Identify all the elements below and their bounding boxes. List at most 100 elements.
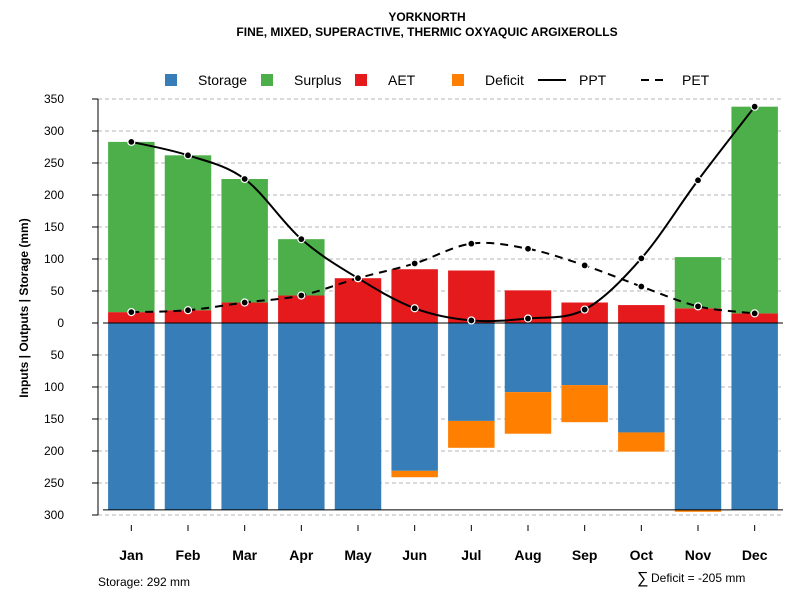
x-tick-label: Mar xyxy=(232,547,257,563)
legend-label-pet: PET xyxy=(682,72,710,88)
legend-label-ppt: PPT xyxy=(579,72,607,88)
surplus-bar xyxy=(221,179,268,303)
storage-bar xyxy=(278,323,325,510)
legend-label-aet: AET xyxy=(388,72,416,88)
x-tick-label: Oct xyxy=(630,547,654,563)
aet-bar xyxy=(221,302,268,323)
storage-bar xyxy=(108,323,155,510)
x-tick-label: Apr xyxy=(289,547,314,563)
storage-bar xyxy=(618,323,665,433)
legend-label-surplus: Surplus xyxy=(294,72,341,88)
y-tick-label: 100 xyxy=(44,252,64,266)
pet-point xyxy=(580,261,589,270)
y-tick-label: 200 xyxy=(44,444,64,458)
legend-swatch-storage xyxy=(165,74,177,86)
deficit-bar xyxy=(618,432,665,452)
y-tick-label: 250 xyxy=(44,156,64,170)
ppt-point xyxy=(240,174,249,184)
aet-bar xyxy=(108,312,155,323)
legend-label-storage: Storage xyxy=(198,72,247,88)
x-tick-label: Nov xyxy=(685,547,712,563)
y-tick-label: 50 xyxy=(51,284,65,298)
pet-point xyxy=(240,298,249,307)
pet-point xyxy=(297,291,306,300)
legend-swatch-aet xyxy=(355,74,367,86)
ppt-point xyxy=(297,235,306,244)
storage-bar xyxy=(448,323,495,421)
storage-bar xyxy=(504,323,552,393)
storage-bar xyxy=(164,323,212,510)
storage-footer: Storage: 292 mm xyxy=(98,575,190,589)
y-tick-label: 100 xyxy=(44,380,64,394)
pet-point xyxy=(127,308,136,317)
axes-layer: 350 300 250 200 150 100 50 0 50 100 150 200 250 300 Ja… xyxy=(44,92,768,563)
ppt-point xyxy=(580,305,589,314)
deficit-bar xyxy=(448,420,495,448)
y-tick-label: 150 xyxy=(44,220,64,234)
ppt-point xyxy=(353,274,363,283)
y-tick-label: 300 xyxy=(44,124,64,138)
lines-layer xyxy=(127,102,759,325)
chart-title: YORKNORTH xyxy=(388,10,465,24)
x-tick-label: Dec xyxy=(742,547,768,563)
bars-layer xyxy=(103,106,783,512)
chart-legend: Storage Surplus AET Deficit PPT PET xyxy=(165,72,710,88)
x-tick-label: Aug xyxy=(514,547,541,563)
x-tick-label: May xyxy=(344,547,371,563)
x-tick-label: Sep xyxy=(572,547,598,563)
storage-bar xyxy=(674,323,722,510)
x-tick-label: Feb xyxy=(176,547,201,563)
ppt-point xyxy=(750,102,759,111)
deficit-bar xyxy=(561,385,608,423)
y-axis-label: Inputs | Outputs | Storage (mm) xyxy=(17,218,31,397)
ppt-point xyxy=(183,151,193,160)
ppt-point xyxy=(410,304,419,313)
deficit-footer: Deficit = -205 mm xyxy=(651,571,745,585)
sigma-symbol: ∑ xyxy=(637,570,648,587)
pet-point xyxy=(410,259,419,268)
deficit-bar xyxy=(391,470,438,478)
surplus-bar xyxy=(278,239,325,296)
storage-bar xyxy=(731,323,778,510)
pet-point xyxy=(693,302,703,311)
aet-bar xyxy=(164,310,212,323)
aet-bar xyxy=(618,305,665,323)
pet-point xyxy=(467,239,476,248)
x-tick-label: Jul xyxy=(461,547,481,563)
surplus-bar xyxy=(731,106,778,314)
surplus-bar xyxy=(164,155,212,311)
y-tick-label: 250 xyxy=(44,476,64,490)
aet-bar xyxy=(448,270,495,323)
y-tick-label: 350 xyxy=(44,92,64,106)
deficit-bar xyxy=(504,392,552,434)
ppt-point xyxy=(467,316,476,325)
storage-bar xyxy=(561,323,608,386)
y-tick-label: 300 xyxy=(44,508,64,522)
aet-bar xyxy=(391,269,438,323)
legend-swatch-surplus xyxy=(261,74,273,86)
y-tick-label: 200 xyxy=(44,188,64,202)
x-tick-label: Jun xyxy=(402,547,427,563)
aet-bar xyxy=(334,278,382,323)
storage-bar xyxy=(334,323,382,510)
aet-bar xyxy=(731,313,778,323)
ppt-point xyxy=(693,176,703,185)
legend-swatch-deficit xyxy=(452,74,464,86)
pet-point xyxy=(637,282,646,291)
legend-label-deficit: Deficit xyxy=(485,72,524,88)
y-tick-label: 0 xyxy=(57,316,64,330)
pet-point xyxy=(183,306,193,315)
y-tick-label: 50 xyxy=(51,348,65,362)
x-tick-label: Jan xyxy=(119,547,143,563)
surplus-bar xyxy=(674,257,722,309)
aet-bar xyxy=(278,295,325,323)
pet-point xyxy=(523,244,533,253)
deficit-bar xyxy=(674,509,722,512)
ppt-point xyxy=(637,254,646,263)
pet-point xyxy=(750,309,759,318)
aet-bar xyxy=(674,308,722,323)
surplus-bar xyxy=(108,141,155,313)
y-tick-label: 150 xyxy=(44,412,64,426)
ppt-point xyxy=(127,137,136,146)
